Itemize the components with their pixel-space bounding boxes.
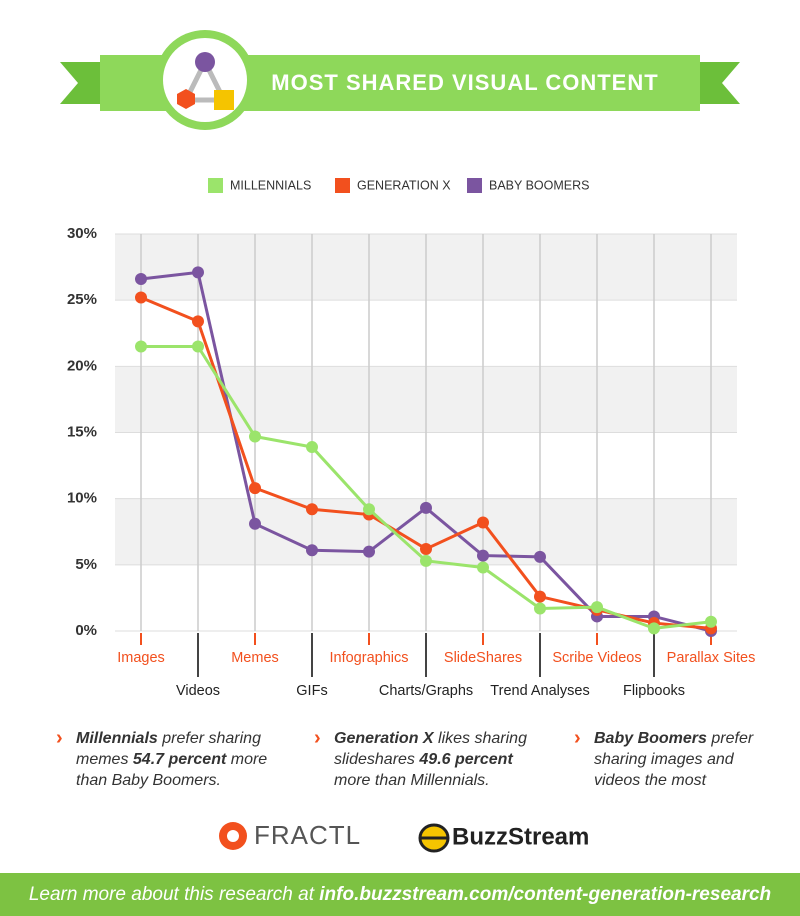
icon-square: [214, 90, 234, 110]
data-point: [135, 291, 147, 304]
logo-icon: [227, 830, 239, 842]
chart: MOST SHARED VISUAL CONTENT MILLENNIALS GE…: [60, 30, 755, 853]
note-arrow: ›: [56, 727, 63, 749]
data-point: [534, 590, 546, 603]
x-tick-label: Videos: [176, 683, 220, 699]
data-point: [534, 602, 546, 615]
note-lead: Baby Boomers: [594, 730, 707, 747]
badge-inner: [163, 38, 247, 122]
buzzstream-logo: BuzzStream: [418, 823, 589, 853]
data-point: [363, 545, 375, 558]
legend-label: MILLENNIALS: [230, 178, 311, 192]
data-point: [420, 501, 432, 514]
footer-link[interactable]: info.buzzstream.com/content-generation-r…: [319, 884, 772, 905]
data-point: [192, 315, 204, 328]
x-tick-label: Memes: [231, 650, 279, 666]
x-tick-label: Images: [117, 650, 165, 666]
fractl-logo: FRACTL: [219, 820, 361, 850]
note-figure: 54.7 percent: [132, 751, 227, 768]
icon-triangle: [181, 56, 229, 103]
data-point: [192, 266, 204, 279]
logo-text: BuzzStream: [452, 823, 589, 850]
plot-area: 0% 5% 10% 15% 20% 25% 30% Images Videos Memes GIFs…: [67, 225, 755, 699]
footer: Learn more about this research at info.b…: [0, 873, 800, 916]
data-point: [420, 554, 432, 567]
data-point: [477, 561, 489, 574]
data-point: [420, 542, 432, 555]
note: › Generation X likes sharing slideshares …: [314, 728, 539, 791]
data-point: [135, 272, 147, 285]
data-point: [192, 340, 204, 353]
note-lead: Millennials: [76, 730, 158, 747]
chart-title: MOST SHARED VISUAL CONTENT: [271, 70, 658, 95]
y-tick-label: 25%: [67, 291, 97, 308]
note-text: more than Baby Boomers.: [76, 751, 268, 789]
data-point: [249, 482, 261, 495]
icon-hexagon: [177, 89, 195, 109]
note: › Baby Boomers prefer sharing images and …: [574, 728, 774, 791]
x-tick-label: GIFs: [296, 683, 327, 699]
note-text: prefer sharing memes: [76, 730, 261, 768]
data-point: [705, 615, 717, 628]
y-tick-label: 30%: [67, 225, 97, 242]
legend-label: BABY BOOMERS: [489, 178, 590, 192]
icon-circle: [195, 52, 215, 72]
legend-label: GENERATION X: [357, 178, 451, 192]
note: › Millennials prefer sharing memes 54.7 p…: [56, 728, 281, 791]
data-point: [306, 503, 318, 516]
y-tick-label: 15%: [67, 423, 97, 440]
note-figure: 49.6 percent: [419, 751, 513, 768]
data-point: [135, 340, 147, 353]
x-tick-label: Parallax Sites: [667, 650, 756, 666]
data-point: [477, 549, 489, 562]
x-tick-label: Charts/Graphs: [379, 683, 473, 699]
legend-swatch: [467, 178, 482, 193]
note-text: prefer sharing images and videos the mos…: [594, 730, 754, 789]
y-tick-label: 20%: [67, 357, 97, 374]
data-point: [534, 550, 546, 563]
note-text: likes sharing slideshares: [334, 730, 527, 768]
legend-swatch: [208, 178, 223, 193]
note-arrow: ›: [314, 727, 321, 749]
y-tick-label: 10%: [67, 490, 97, 507]
legend: MILLENNIALS GENERATION X BABY BOOMERS: [208, 178, 590, 193]
x-tick-label: Trend Analyses: [490, 683, 589, 699]
data-point: [363, 503, 375, 516]
data-point: [591, 601, 603, 614]
data-point: [648, 622, 660, 635]
logo-text: FRACTL: [254, 820, 361, 850]
note-text: more than Millennials.: [334, 772, 490, 789]
x-tick-label: Flipbooks: [623, 683, 685, 699]
data-point: [306, 544, 318, 557]
data-point: [249, 517, 261, 530]
x-tick-label: Infographics: [330, 650, 409, 666]
footer-text: Learn more about this research at: [28, 884, 314, 905]
note-arrow: ›: [574, 727, 581, 749]
legend-swatch: [335, 178, 350, 193]
data-point: [477, 516, 489, 529]
y-tick-label: 5%: [75, 556, 97, 573]
note-lead: Generation X: [334, 730, 434, 747]
x-tick-label: SlideShares: [444, 650, 522, 666]
y-tick-label: 0%: [75, 622, 97, 639]
data-point: [249, 430, 261, 443]
x-tick-label: Scribe Videos: [552, 650, 641, 666]
data-point: [306, 441, 318, 454]
